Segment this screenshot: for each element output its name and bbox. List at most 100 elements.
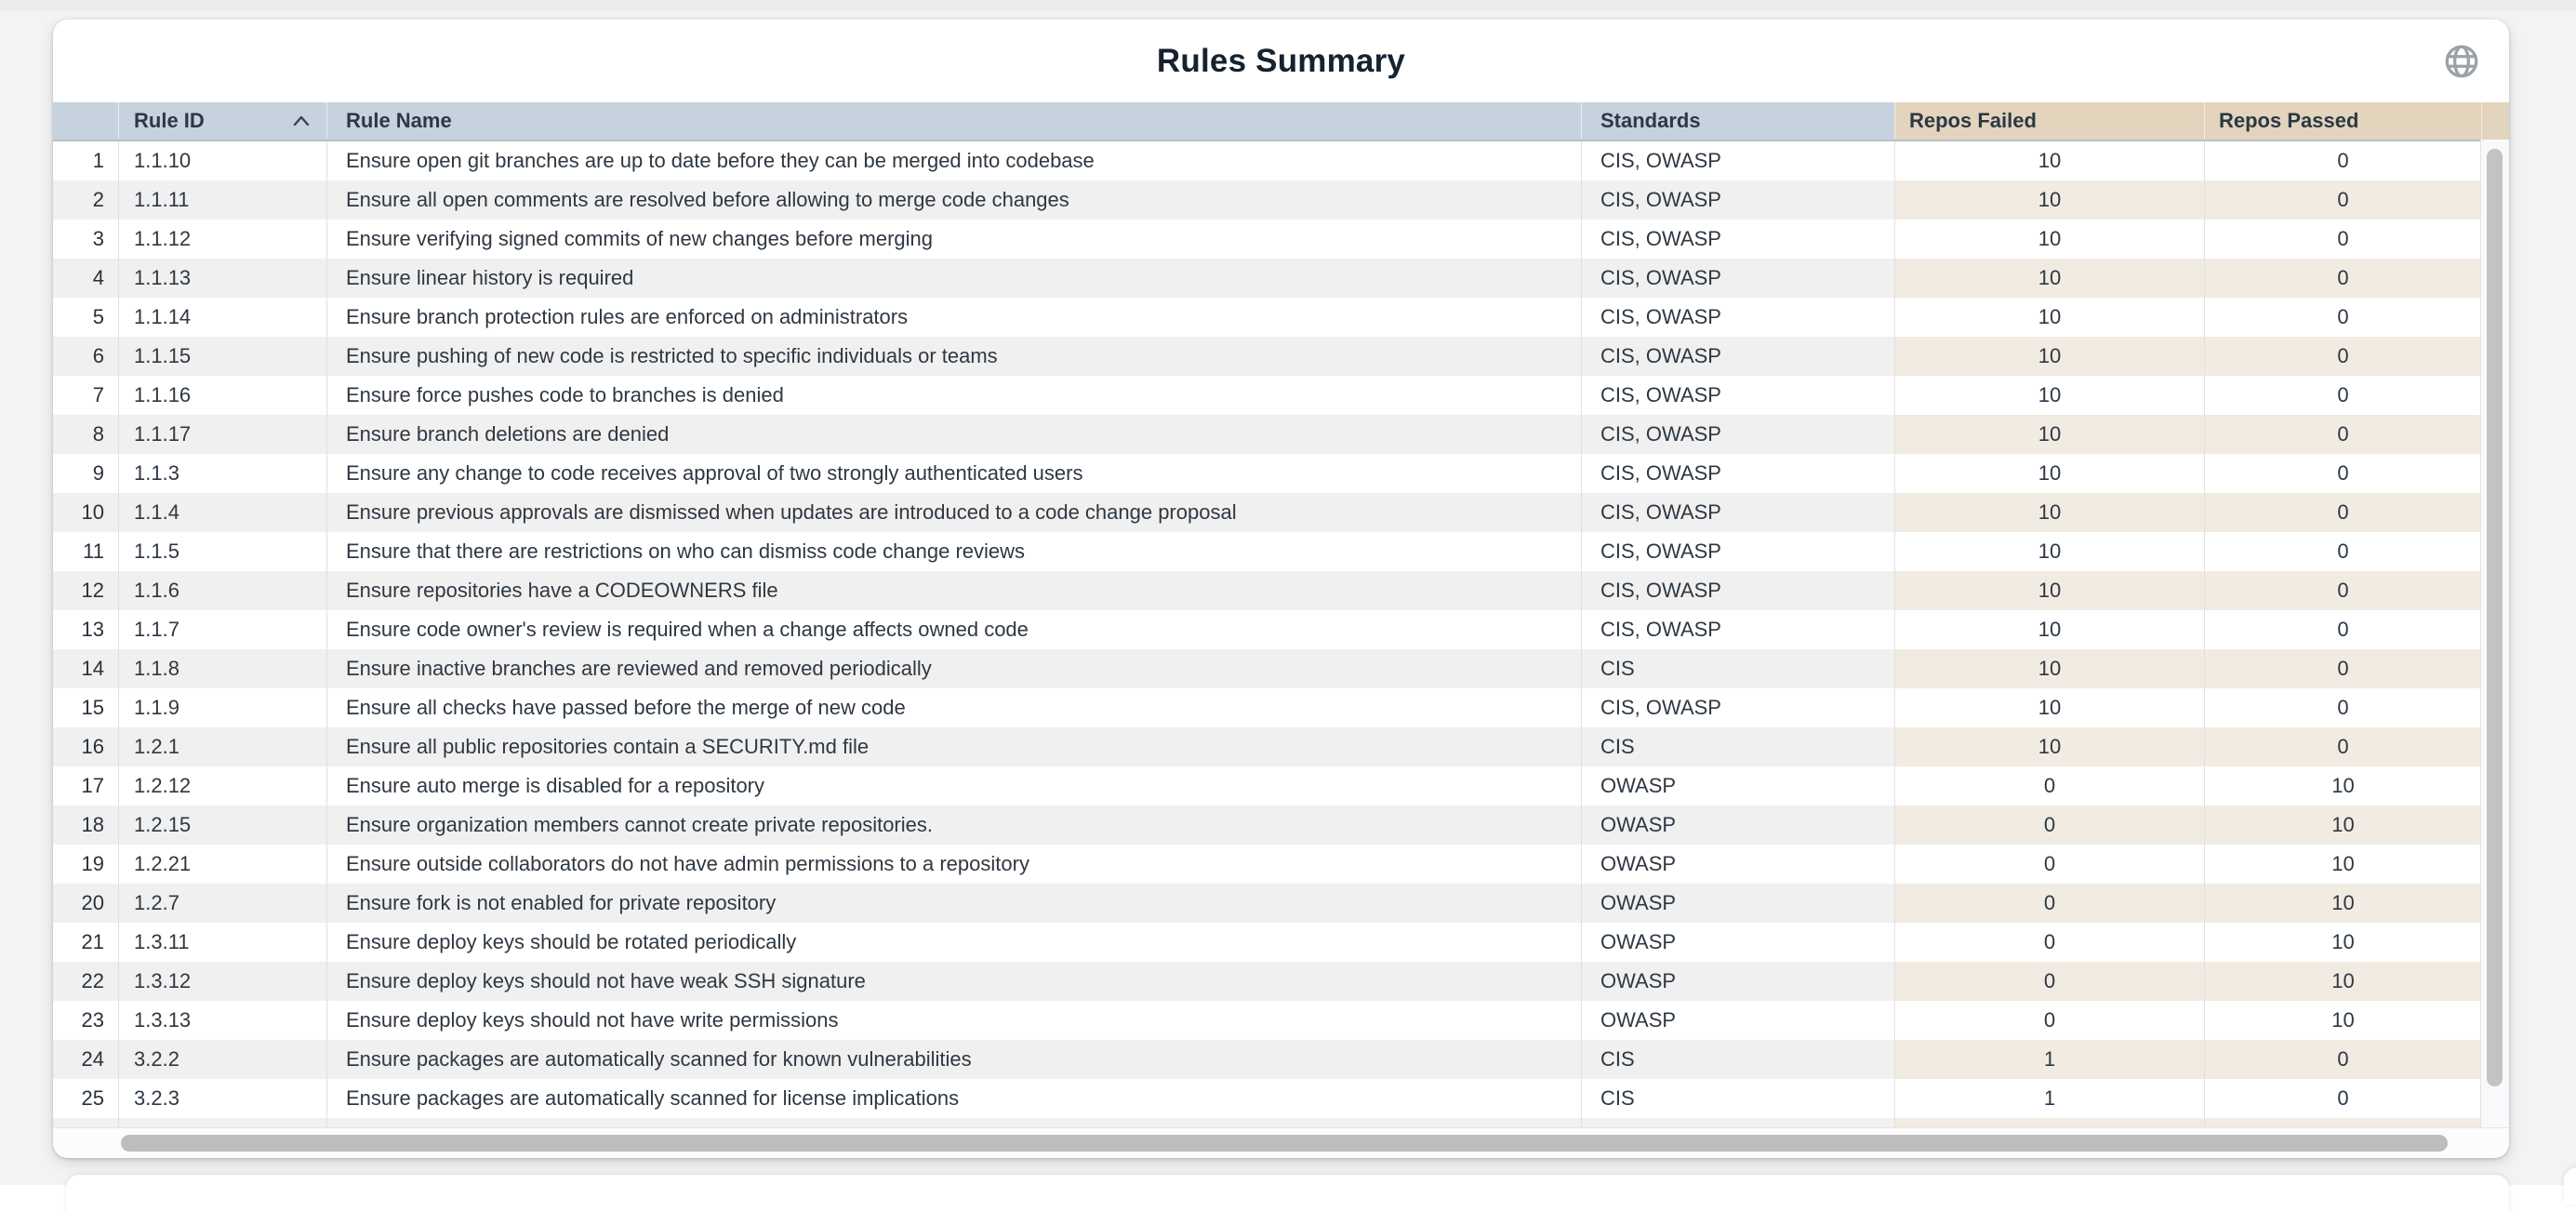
- horizontal-scrollbar[interactable]: [53, 1127, 2509, 1158]
- cell-repos-failed: 10: [1894, 376, 2204, 415]
- cell-repos-passed: 0: [2204, 1079, 2481, 1118]
- cell-standards: CIS, OWASP: [1581, 415, 1894, 454]
- cell-rule-name: Ensure branch protection rules are enfor…: [326, 298, 1581, 337]
- globe-button[interactable]: [2438, 38, 2485, 85]
- column-header-standards[interactable]: Standards: [1581, 102, 1894, 140]
- vertical-scrollbar-thumb[interactable]: [2487, 149, 2503, 1086]
- cell-rule-name: Ensure previous approvals are dismissed …: [326, 493, 1581, 532]
- cell-repos-passed: 10: [2204, 962, 2481, 1001]
- cell-rule-id: 1.1.4: [118, 493, 326, 532]
- table-row[interactable]: 19 1.2.21 Ensure outside collaborators do …: [53, 845, 2509, 884]
- cell-rule-name: Ensure deploy keys should not have write…: [326, 1001, 1581, 1040]
- cell-rule-name: Ensure deploy keys should be rotated per…: [326, 923, 1581, 962]
- cell-repos-passed: 0: [2204, 493, 2481, 532]
- table-row[interactable]: 24 3.2.2 Ensure packages are automatically…: [53, 1040, 2509, 1079]
- cell-rule-name: Ensure outside collaborators do not have…: [326, 845, 1581, 884]
- card-header: Rules Summary: [53, 20, 2509, 102]
- cell-rule-name: Ensure deploy keys should not have weak …: [326, 962, 1581, 1001]
- cell-rule-id: [118, 1118, 326, 1130]
- column-header-repos-failed[interactable]: Repos Failed: [1894, 102, 2204, 140]
- cell-standards: CIS, OWASP: [1581, 610, 1894, 649]
- table-row[interactable]: 5 1.1.14 Ensure branch protection rules ar…: [53, 298, 2509, 337]
- cell-rule-id: 1.1.10: [118, 141, 326, 180]
- column-header-repos-passed[interactable]: Repos Passed: [2204, 102, 2481, 140]
- table-row[interactable]: 2 1.1.11 Ensure all open comments are reso…: [53, 180, 2509, 220]
- cell-repos-passed: 0: [2204, 376, 2481, 415]
- table-row[interactable]: 17 1.2.12 Ensure auto merge is disabled fo…: [53, 766, 2509, 806]
- cell-standards: CIS, OWASP: [1581, 180, 1894, 220]
- cell-rule-name: Ensure fork is not enabled for private r…: [326, 884, 1581, 923]
- cell-repos-passed: 0: [2204, 180, 2481, 220]
- table-row[interactable]: 21 1.3.11 Ensure deploy keys should be rot…: [53, 923, 2509, 962]
- cell-repos-failed: 10: [1894, 649, 2204, 688]
- table-row[interactable]: 25 3.2.3 Ensure packages are automatically…: [53, 1079, 2509, 1118]
- table-row[interactable]: 18 1.2.15 Ensure organization members cann…: [53, 806, 2509, 845]
- cell-standards: CIS: [1581, 727, 1894, 766]
- cell-repos-failed: 10: [1894, 571, 2204, 610]
- cell-repos-failed: 0: [1894, 884, 2204, 923]
- cell-index: 11: [83, 539, 104, 563]
- vertical-scrollbar[interactable]: [2480, 140, 2509, 1128]
- cell-repos-passed: [2204, 1118, 2481, 1130]
- table-row[interactable]: 1 1.1.10 Ensure open git branches are up t…: [53, 141, 2509, 180]
- cell-standards: OWASP: [1581, 1001, 1894, 1040]
- horizontal-scrollbar-thumb[interactable]: [121, 1135, 2448, 1152]
- column-header-rule-name[interactable]: Rule Name: [326, 102, 1581, 140]
- table-row[interactable]: 23 1.3.13 Ensure deploy keys should not ha…: [53, 1001, 2509, 1040]
- column-header-rule-id[interactable]: Rule ID: [118, 102, 326, 140]
- cell-rule-name: Ensure all checks have passed before the…: [326, 688, 1581, 727]
- cell-index: 13: [81, 618, 104, 641]
- cell-standards: CIS: [1581, 1079, 1894, 1118]
- cell-repos-failed: [1894, 1118, 2204, 1130]
- cell-repos-failed: 10: [1894, 337, 2204, 376]
- table-row[interactable]: 15 1.1.9 Ensure all checks have passed bef…: [53, 688, 2509, 727]
- cell-rule-name: Ensure packages are automatically scanne…: [326, 1040, 1581, 1079]
- cell-repos-failed: 0: [1894, 1001, 2204, 1040]
- table-row[interactable]: 14 1.1.8 Ensure inactive branches are revi…: [53, 649, 2509, 688]
- cell-standards: CIS, OWASP: [1581, 376, 1894, 415]
- cell-repos-failed: 10: [1894, 493, 2204, 532]
- cell-index: 14: [81, 657, 104, 680]
- cell-standards: CIS, OWASP: [1581, 454, 1894, 493]
- cell-repos-passed: 0: [2204, 298, 2481, 337]
- table-row[interactable]: 7 1.1.16 Ensure force pushes code to branc…: [53, 376, 2509, 415]
- cell-repos-passed: 10: [2204, 923, 2481, 962]
- cell-rule-id: 1.2.7: [118, 884, 326, 923]
- table-row[interactable]: 12 1.1.6 Ensure repositories have a CODEOW…: [53, 571, 2509, 610]
- table-row[interactable]: 11 1.1.5 Ensure that there are restriction…: [53, 532, 2509, 571]
- cell-rule-id: 1.2.1: [118, 727, 326, 766]
- table-row[interactable]: 10 1.1.4 Ensure previous approvals are dis…: [53, 493, 2509, 532]
- table-row[interactable]: 3 1.1.12 Ensure verifying signed commits o…: [53, 220, 2509, 259]
- cell-standards: OWASP: [1581, 845, 1894, 884]
- cell-index: 18: [81, 813, 104, 836]
- cell-rule-id: 1.1.13: [118, 259, 326, 298]
- cell-standards: CIS, OWASP: [1581, 298, 1894, 337]
- cell-rule-id: 1.3.13: [118, 1001, 326, 1040]
- table-row[interactable]: 4 1.1.13 Ensure linear history is required…: [53, 259, 2509, 298]
- table-row[interactable]: 22 1.3.12 Ensure deploy keys should not ha…: [53, 962, 2509, 1001]
- cell-repos-passed: 0: [2204, 610, 2481, 649]
- cell-index: 3: [92, 227, 104, 250]
- column-header-index: [53, 102, 118, 140]
- cell-index: 15: [81, 696, 104, 719]
- cell-repos-failed: 0: [1894, 766, 2204, 806]
- table-row[interactable]: 6 1.1.15 Ensure pushing of new code is res…: [53, 337, 2509, 376]
- table-row[interactable]: 20 1.2.7 Ensure fork is not enabled for pr…: [53, 884, 2509, 923]
- cell-standards: CIS, OWASP: [1581, 141, 1894, 180]
- cell-repos-passed: 0: [2204, 688, 2481, 727]
- table-row[interactable]: 8 1.1.17 Ensure branch deletions are denie…: [53, 415, 2509, 454]
- column-header-label: Repos Failed: [1909, 109, 2037, 132]
- table-row[interactable]: 9 1.1.3 Ensure any change to code receives…: [53, 454, 2509, 493]
- cell-standards: [1581, 1118, 1894, 1130]
- cell-rule-name: Ensure pushing of new code is restricted…: [326, 337, 1581, 376]
- table-row[interactable]: 16 1.2.1 Ensure all public repositories co…: [53, 727, 2509, 766]
- side-card-partial: [2564, 1167, 2576, 1205]
- cell-index: 5: [92, 305, 104, 328]
- cell-rule-name: [326, 1118, 1581, 1130]
- cell-rule-id: 1.1.6: [118, 571, 326, 610]
- cell-index: 22: [81, 969, 104, 992]
- cell-repos-passed: 10: [2204, 884, 2481, 923]
- table-row[interactable]: 13 1.1.7 Ensure code owner's review is req…: [53, 610, 2509, 649]
- cell-standards: OWASP: [1581, 884, 1894, 923]
- cell-rule-id: 3.2.2: [118, 1040, 326, 1079]
